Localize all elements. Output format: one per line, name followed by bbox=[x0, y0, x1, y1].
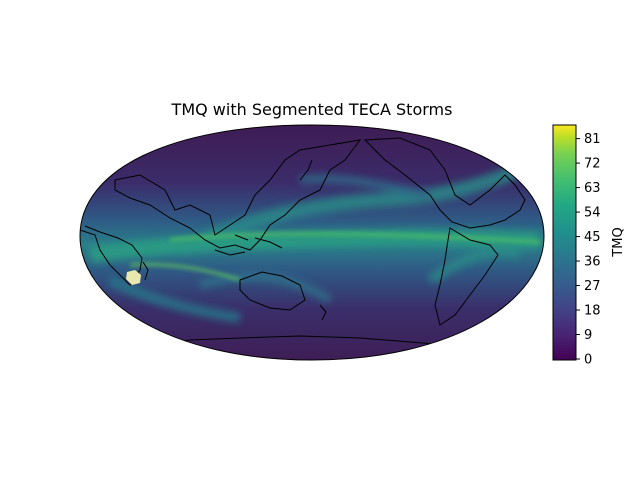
colorbar: 0 9 18 27 36 45 54 63 72 81 TMQ bbox=[552, 124, 626, 368]
colorbar-tick-label: 18 bbox=[584, 304, 601, 319]
high-moisture-band bbox=[129, 231, 541, 282]
colorbar-tick-label: 36 bbox=[584, 255, 601, 270]
teca-storm-region bbox=[126, 270, 141, 285]
colorbar-tick-label: 45 bbox=[584, 230, 601, 245]
colorbar-tick-label: 54 bbox=[584, 206, 601, 221]
colorbar-tick-label: 72 bbox=[584, 157, 601, 172]
colorbar-tick-label: 9 bbox=[584, 328, 592, 343]
colorbar-tick-label: 63 bbox=[584, 181, 601, 196]
plot-title: TMQ with Segmented TECA Storms bbox=[171, 100, 453, 119]
tmq-field bbox=[80, 125, 544, 360]
colorbar-tick-label: 27 bbox=[584, 279, 601, 294]
colorbar-tick-label: 0 bbox=[584, 353, 592, 368]
colorbar-label: TMQ bbox=[611, 227, 626, 257]
colorbar-bar bbox=[552, 124, 577, 361]
map-boundary bbox=[79, 124, 545, 361]
colorbar-tick-label: 81 bbox=[584, 132, 601, 147]
colorbar-ticks: 0 9 18 27 36 45 54 63 72 81 bbox=[576, 132, 601, 368]
